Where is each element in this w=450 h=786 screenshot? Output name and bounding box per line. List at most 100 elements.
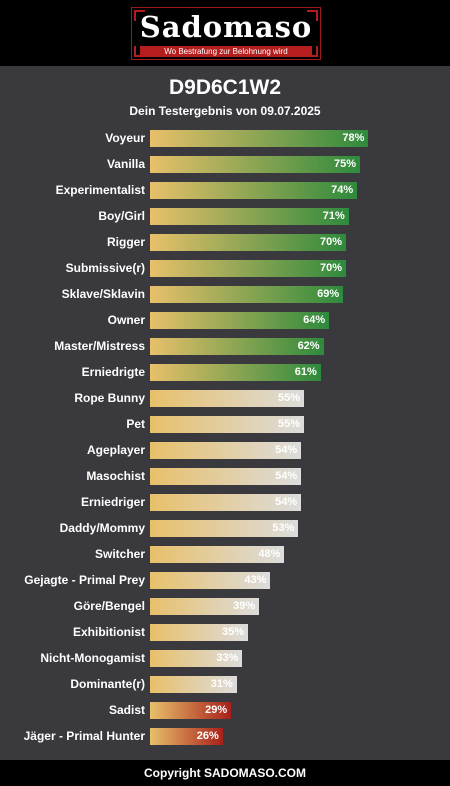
category-label: Gejagte - Primal Prey (24, 573, 145, 587)
category-label: Boy/Girl (98, 209, 145, 223)
bar: 43% (150, 572, 271, 589)
bar: 54% (150, 494, 302, 511)
value-label: 54% (275, 444, 298, 456)
chart-row: Switcher 48% (0, 544, 450, 564)
value-label: 55% (277, 392, 300, 404)
category-label: Dominante(r) (70, 677, 145, 691)
value-label: 31% (210, 678, 233, 690)
bar: 78% (150, 130, 369, 147)
category-label: Masochist (86, 469, 145, 483)
chart-row: Experimentalist 74% (0, 180, 450, 200)
category-label: Ageplayer (86, 443, 145, 457)
value-label: 70% (319, 262, 342, 274)
chart-row: Jäger - Primal Hunter 26% (0, 726, 450, 746)
value-label: 69% (317, 288, 340, 300)
footer-copyright: Copyright SADOMASO.COM (0, 760, 450, 786)
page-title: D9D6C1W2 (168, 76, 282, 99)
value-label: 61% (294, 366, 317, 378)
bar: 74% (150, 182, 358, 199)
value-label: 43% (244, 574, 267, 586)
value-label: 33% (216, 652, 239, 664)
bar: 33% (150, 650, 243, 667)
chart-row: Boy/Girl 71% (0, 206, 450, 226)
category-label: Vanilla (106, 157, 145, 171)
category-label: Sadist (108, 703, 145, 717)
chart-row: Erniedrigte 61% (0, 362, 450, 382)
value-label: 64% (303, 314, 326, 326)
chart-row: Göre/Bengel 39% (0, 596, 450, 616)
category-label: Jäger - Primal Hunter (23, 729, 145, 743)
header: Sadomaso Wo Bestrafung zur Belohnung wir… (0, 0, 450, 66)
category-label: Owner (107, 313, 145, 327)
value-label: 71% (322, 210, 345, 222)
category-label: Pet (126, 417, 145, 431)
value-label: 48% (258, 548, 281, 560)
chart-row: Master/Mistress 62% (0, 336, 450, 356)
bar: 71% (150, 208, 349, 225)
logo-corner-ornament (134, 46, 145, 57)
page-subtitle: Dein Testergebnis von 09.07.2025 (129, 104, 321, 118)
category-label: Rope Bunny (74, 391, 145, 405)
bar: 75% (150, 156, 360, 173)
chart-row: Dominante(r) 31% (0, 674, 450, 694)
category-label: Switcher (94, 547, 145, 561)
bar: 31% (150, 676, 237, 693)
value-label: 54% (275, 496, 298, 508)
bar: 54% (150, 468, 302, 485)
chart-row: Vanilla 75% (0, 154, 450, 174)
bar: 54% (150, 442, 302, 459)
chart-row: Rope Bunny 55% (0, 388, 450, 408)
chart-row: Gejagte - Primal Prey 43% (0, 570, 450, 590)
value-label: 53% (272, 522, 295, 534)
value-label: 78% (342, 132, 365, 144)
category-label: Experimentalist (55, 183, 145, 197)
chart-row: Sklave/Sklavin 69% (0, 284, 450, 304)
value-label: 74% (331, 184, 354, 196)
category-label: Nicht-Monogamist (40, 651, 145, 665)
value-label: 29% (205, 704, 228, 716)
logo-corner-ornament (307, 10, 318, 21)
bar: 39% (150, 598, 260, 615)
category-label: Daddy/Mommy (59, 521, 145, 535)
chart-row: Ageplayer 54% (0, 440, 450, 460)
value-label: 39% (233, 600, 256, 612)
bar: 62% (150, 338, 324, 355)
bar: 26% (150, 728, 223, 745)
bar: 64% (150, 312, 330, 329)
bar: 53% (150, 520, 299, 537)
value-label: 75% (333, 158, 356, 170)
category-label: Göre/Bengel (73, 599, 145, 613)
chart-row: Masochist 54% (0, 466, 450, 486)
value-label: 26% (196, 730, 219, 742)
value-label: 55% (277, 418, 300, 430)
site-logo[interactable]: Sadomaso Wo Bestrafung zur Belohnung wir… (131, 7, 321, 60)
bar: 70% (150, 234, 346, 251)
bar: 70% (150, 260, 346, 277)
value-label: 62% (297, 340, 320, 352)
bar: 61% (150, 364, 321, 381)
logo-corner-ornament (307, 46, 318, 57)
chart-row: Submissive(r) 70% (0, 258, 450, 278)
result-panel: D9D6C1W2 Dein Testergebnis von 09.07.202… (0, 66, 450, 760)
bar: 29% (150, 702, 232, 719)
category-label: Submissive(r) (65, 261, 145, 275)
category-label: Rigger (106, 235, 145, 249)
category-label: Erniedriger (80, 495, 145, 509)
chart-row: Rigger 70% (0, 232, 450, 252)
value-label: 70% (319, 236, 342, 248)
value-label: 54% (275, 470, 298, 482)
logo-wordmark: Sadomaso (139, 10, 313, 44)
chart-row: Sadist 29% (0, 700, 450, 720)
bar: 35% (150, 624, 248, 641)
chart-row: Erniedriger 54% (0, 492, 450, 512)
category-label: Sklave/Sklavin (61, 287, 145, 301)
logo-corner-ornament (134, 10, 145, 21)
bar: 55% (150, 390, 304, 407)
category-label: Erniedrigte (81, 365, 145, 379)
chart-row: Exhibitionist 35% (0, 622, 450, 642)
category-label: Exhibitionist (73, 625, 145, 639)
chart-row: Daddy/Mommy 53% (0, 518, 450, 538)
category-label: Master/Mistress (54, 339, 145, 353)
chart-row: Owner 64% (0, 310, 450, 330)
bar: 69% (150, 286, 344, 303)
